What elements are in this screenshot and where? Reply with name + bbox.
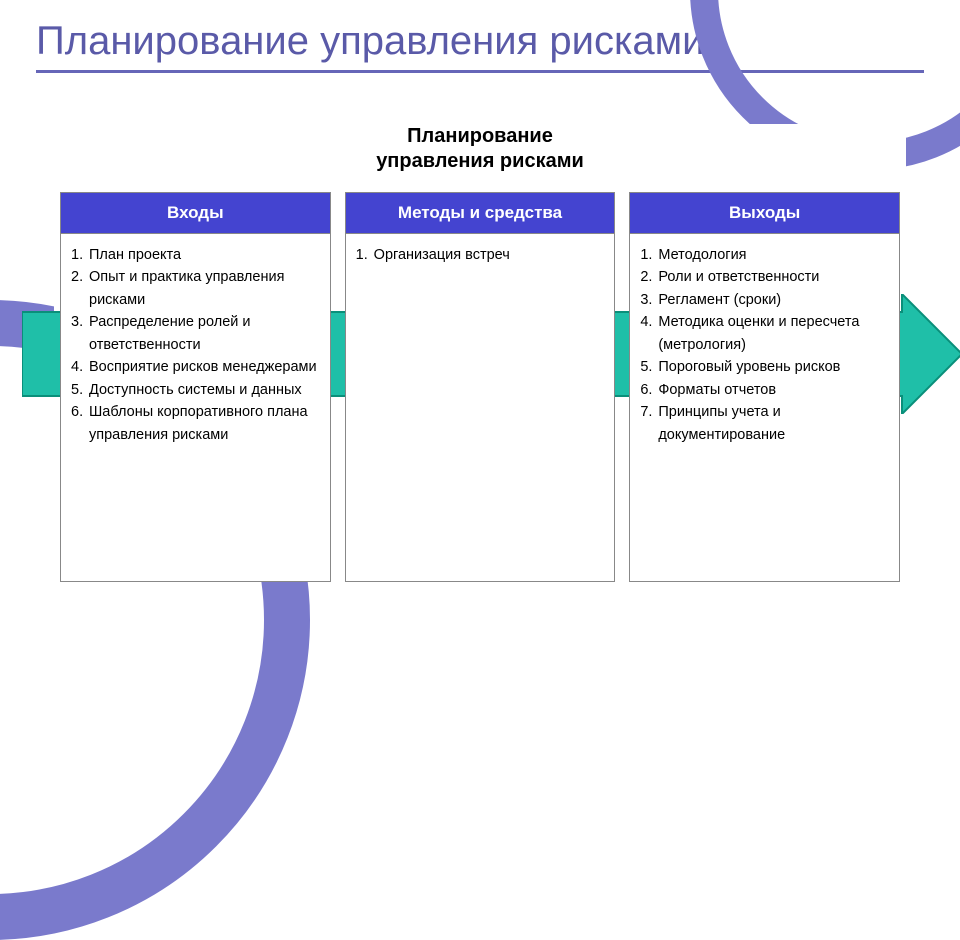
- item-text: Методика оценки и пересчета (метрология): [658, 311, 889, 356]
- columns-row: Входы 1.План проекта 2.Опыт и практика у…: [54, 192, 906, 582]
- item-text: Организация встреч: [374, 244, 605, 266]
- list-item: 2.Опыт и практика управления рисками: [71, 266, 320, 311]
- diagram-container: Планирование управления рисками Входы 1.…: [54, 124, 906, 582]
- item-text: Принципы учета и документирование: [658, 401, 889, 446]
- item-text: Пороговый уровень рисков: [658, 356, 889, 378]
- item-text: Шаблоны корпоративного плана управления …: [89, 401, 320, 446]
- item-text: Регламент (сроки): [658, 289, 889, 311]
- list-item: 4.Методика оценки и пересчета (метрологи…: [640, 311, 889, 356]
- list-item: 1.Организация встреч: [356, 244, 605, 266]
- list-item: 6.Форматы отчетов: [640, 379, 889, 401]
- diagram-title: Планирование управления рисками: [54, 124, 906, 174]
- list-item: 6.Шаблоны корпоративного плана управлени…: [71, 401, 320, 446]
- item-text: Доступность системы и данных: [89, 379, 320, 401]
- diagram-title-line2: управления рисками: [376, 150, 584, 172]
- list-item: 3.Регламент (сроки): [640, 289, 889, 311]
- list-item: 7.Принципы учета и документирование: [640, 401, 889, 446]
- list-item: 3.Распределение ролей и ответственности: [71, 311, 320, 356]
- list-item: 1.Методология: [640, 244, 889, 266]
- column-header-methods: Методы и средства: [346, 193, 615, 234]
- column-body-outputs: 1.Методология 2.Роли и ответственности 3…: [630, 234, 899, 456]
- column-header-outputs: Выходы: [630, 193, 899, 234]
- item-text: Форматы отчетов: [658, 379, 889, 401]
- item-text: План проекта: [89, 244, 320, 266]
- diagram-title-line1: Планирование: [407, 125, 553, 147]
- column-header-inputs: Входы: [61, 193, 330, 234]
- item-text: Восприятие рисков менеджерами: [89, 356, 320, 378]
- item-text: Распределение ролей и ответственности: [89, 311, 320, 356]
- item-text: Методология: [658, 244, 889, 266]
- column-body-inputs: 1.План проекта 2.Опыт и практика управле…: [61, 234, 330, 456]
- list-item: 5.Пороговый уровень рисков: [640, 356, 889, 378]
- column-body-methods: 1.Организация встреч: [346, 234, 615, 276]
- column-inputs: Входы 1.План проекта 2.Опыт и практика у…: [60, 192, 331, 582]
- item-text: Опыт и практика управления рисками: [89, 266, 320, 311]
- list-item: 4.Восприятие рисков менеджерами: [71, 356, 320, 378]
- column-outputs: Выходы 1.Методология 2.Роли и ответствен…: [629, 192, 900, 582]
- list-item: 1.План проекта: [71, 244, 320, 266]
- item-text: Роли и ответственности: [658, 266, 889, 288]
- column-methods: Методы и средства 1.Организация встреч: [345, 192, 616, 582]
- list-item: 5.Доступность системы и данных: [71, 379, 320, 401]
- list-item: 2.Роли и ответственности: [640, 266, 889, 288]
